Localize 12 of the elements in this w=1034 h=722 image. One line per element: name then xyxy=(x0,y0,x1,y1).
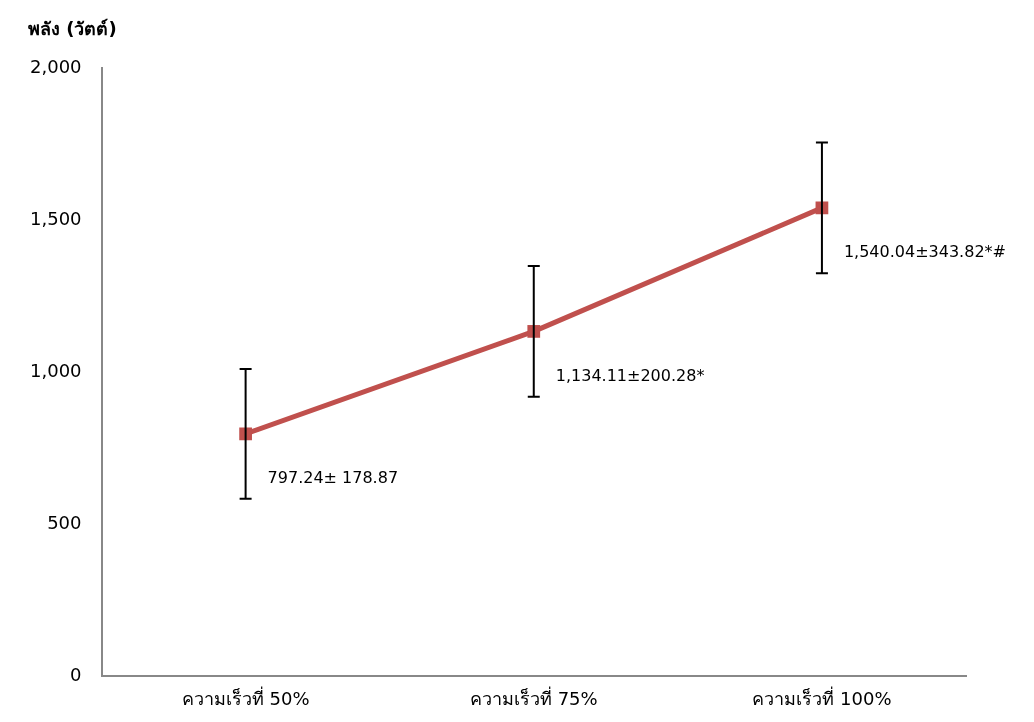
data-label: 1,134.11±200.28* xyxy=(555,365,705,385)
y-tick-label: 500 xyxy=(47,511,82,533)
y-tick-label: 2,000 xyxy=(30,55,82,77)
x-tick-label: ความเร็วที่ 100% xyxy=(752,685,892,709)
data-label: 1,540.04±343.82*# xyxy=(843,242,1006,262)
x-tick-label: ความเร็วที่ 50% xyxy=(181,685,310,709)
y-tick-label: 1,000 xyxy=(30,359,82,381)
y-tick-label: 1,500 xyxy=(30,207,82,229)
y-axis-title: พลัง (วัตต์) xyxy=(28,17,117,39)
y-tick-label: 0 xyxy=(70,664,82,686)
x-tick-label: ความเร็วที่ 75% xyxy=(469,685,598,709)
data-label: 797.24± 178.87 xyxy=(267,468,399,488)
